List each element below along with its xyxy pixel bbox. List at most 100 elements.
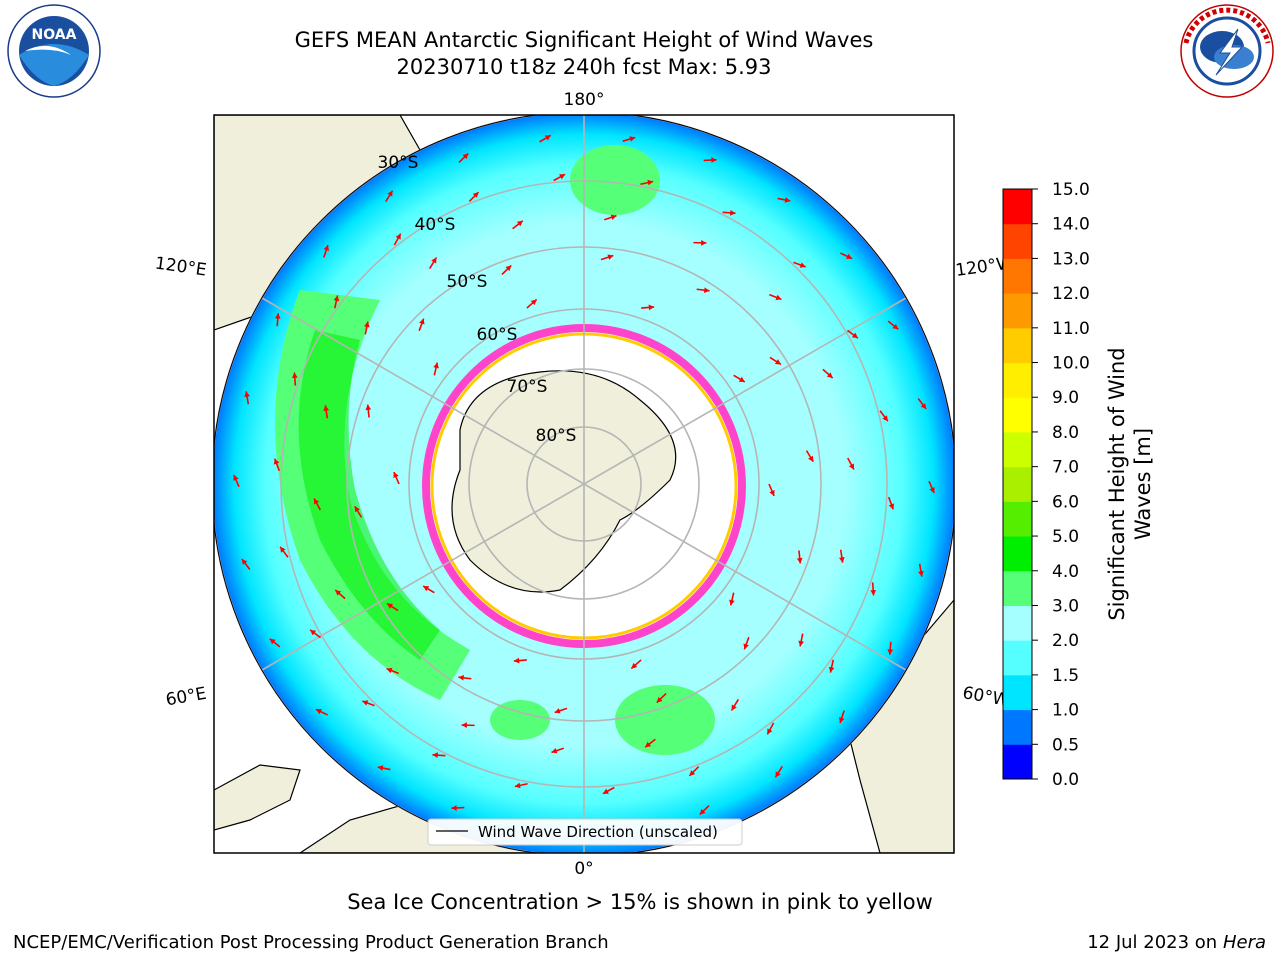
- footer-date: 12 Jul 2023 on Hera: [1087, 932, 1266, 953]
- colorbar-border: [1002, 188, 1033, 780]
- wave-direction-arrowhead: [839, 557, 845, 563]
- wave-direction-arrowhead: [743, 643, 749, 650]
- wave-direction-arrowhead: [848, 463, 854, 470]
- wave-direction-arrowhead: [887, 649, 894, 655]
- lon-label-180: 180°: [564, 90, 605, 110]
- wave-direction-arrowhead: [738, 376, 745, 382]
- wave-direction-arrowhead: [273, 458, 280, 465]
- wave-direction-arrowhead: [513, 657, 520, 664]
- colorbar-band: [1003, 223, 1032, 259]
- colorbar-tick-label: 7.0: [1052, 458, 1079, 478]
- wave-direction-arrowhead: [929, 487, 935, 494]
- wave-direction-arrowhead: [323, 245, 330, 251]
- wave-direction-arrowhead: [602, 788, 609, 794]
- wave-direction-arrowhead: [514, 782, 521, 789]
- wave-direction-arrowhead: [315, 709, 322, 715]
- colorbar-band: [1003, 189, 1032, 225]
- wave-direction-arrowhead: [310, 629, 317, 636]
- wave-direction-arrowhead: [730, 209, 736, 216]
- colorbar-band: [1003, 397, 1032, 433]
- wave-direction-arrowhead: [808, 455, 814, 462]
- colorbar-tick-label: 14.0: [1052, 215, 1090, 235]
- lat-label-30s: 30°S: [378, 153, 419, 173]
- wave-direction-arrowhead: [888, 503, 895, 510]
- legend-label: Wind Wave Direction (unscaled): [478, 823, 718, 841]
- chart-title: GEFS MEAN Antarctic Significant Height o…: [294, 28, 874, 52]
- footer-credit: NCEP/EMC/Verification Post Processing Pr…: [13, 932, 609, 953]
- wave-direction-arrowhead: [419, 318, 425, 325]
- wave-direction-arrowhead: [882, 415, 888, 422]
- wave-direction-arrowhead: [365, 404, 372, 411]
- wave-direction-arrowhead: [767, 728, 773, 735]
- wave-direction-arrowhead: [699, 808, 706, 815]
- wave-direction-arrowhead: [387, 603, 394, 609]
- colorbar-band: [1003, 536, 1032, 572]
- wave-patch-atlantic: [615, 685, 715, 755]
- colorbar-band: [1003, 674, 1032, 711]
- wave-direction-arrowhead: [798, 640, 804, 647]
- wave-direction-arrowhead: [645, 741, 652, 748]
- wave-direction-arrowhead: [458, 674, 465, 681]
- colorbar-band: [1003, 327, 1032, 364]
- wave-direction-arrowhead: [451, 805, 457, 811]
- map-legend: Wind Wave Direction (unscaled): [427, 818, 743, 846]
- colorbar-band: [1003, 466, 1032, 502]
- wave-direction-arrowhead: [559, 174, 566, 180]
- wave-direction-arrowhead: [828, 666, 835, 673]
- wave-direction-arrowhead: [354, 506, 360, 513]
- wave-direction-arrowhead: [386, 667, 393, 674]
- colorbar-label-line1: Significant Height of Wind: [1105, 347, 1129, 620]
- colorbar-tick-label: 3.0: [1052, 596, 1079, 616]
- wave-direction-arrowhead: [796, 557, 803, 564]
- wave-direction-arrowhead: [431, 257, 437, 264]
- map-border: [213, 114, 955, 854]
- colorbar-tick-label: 11.0: [1052, 319, 1090, 339]
- sea-ice-caption: Sea Ice Concentration > 15% is shown in …: [347, 890, 933, 914]
- wave-direction-arrowhead: [269, 638, 276, 645]
- lat-label-70s: 70°S: [507, 377, 548, 397]
- wave-patch-south-atlantic: [490, 700, 550, 740]
- noaa-logo: NOAA: [7, 4, 101, 98]
- wave-direction-arrowhead: [775, 771, 781, 778]
- lon-label-60e: 60°E: [164, 684, 208, 711]
- wave-direction-arrowhead: [731, 704, 737, 711]
- lat-label-50s: 50°S: [447, 272, 488, 292]
- colorbar-band: [1003, 744, 1032, 780]
- colorbar-tick-label: 2.0: [1052, 631, 1079, 651]
- lon-label-0: 0°: [574, 859, 593, 879]
- wave-direction-arrowhead: [461, 722, 467, 729]
- wave-direction-arrowhead: [918, 570, 924, 577]
- wave-direction-arrowhead: [233, 474, 239, 481]
- colorbar-tick-label: 12.0: [1052, 284, 1090, 304]
- wave-direction-arrowhead: [554, 708, 561, 714]
- wave-direction-arrowhead: [377, 765, 384, 771]
- wave-direction-arrowhead: [393, 472, 399, 478]
- colorbar-label-line2: Waves [m]: [1131, 428, 1155, 540]
- colorbar-band: [1003, 258, 1032, 294]
- colorbar-band: [1003, 640, 1032, 676]
- wave-direction-arrowhead: [629, 136, 636, 142]
- colorbar-tick-label: 4.0: [1052, 562, 1079, 582]
- noaa-logo-text: NOAA: [32, 27, 77, 43]
- wind-wave-arrows: [233, 134, 935, 834]
- wave-direction-arrowhead: [291, 372, 298, 379]
- wave-direction-arrowhead: [333, 295, 340, 302]
- wave-direction-arrowhead: [551, 747, 558, 754]
- wave-direction-arrowhead: [775, 294, 782, 301]
- wave-direction-arrowhead: [729, 599, 735, 606]
- wave-direction-arrowhead: [607, 254, 614, 260]
- wave-direction-arrowhead: [610, 214, 617, 221]
- wave-direction-arrowhead: [364, 321, 370, 328]
- colorbar-band: [1003, 709, 1032, 745]
- wave-direction-arrowhead: [544, 135, 551, 141]
- wave-direction-arrowhead: [631, 662, 638, 669]
- wave-direction-arrowhead: [516, 220, 523, 227]
- colorbar-band: [1003, 293, 1032, 329]
- colorbar-tick-label: 15.0: [1052, 180, 1090, 200]
- wave-direction-arrowhead: [433, 362, 439, 369]
- colorbar-tick-label: 10.0: [1052, 354, 1090, 374]
- wave-direction-arrowhead: [769, 490, 775, 496]
- wave-direction-arrowhead: [648, 304, 655, 311]
- colorbar-tick-label: 8.0: [1052, 423, 1079, 443]
